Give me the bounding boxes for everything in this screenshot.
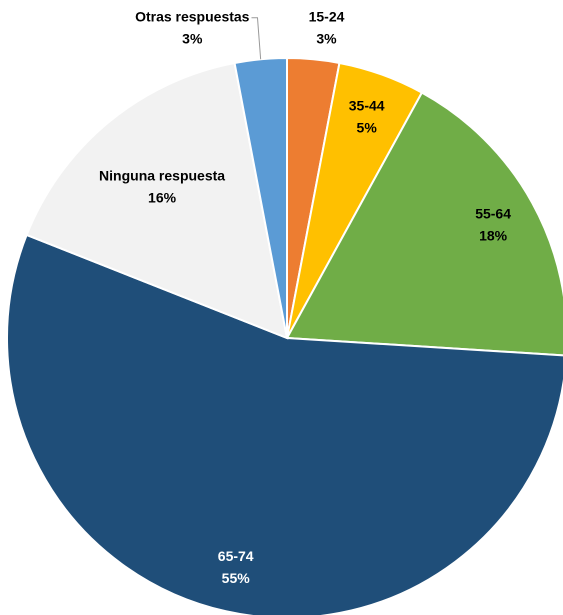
- slice-value: 55%: [222, 570, 251, 586]
- slice-value: 3%: [316, 30, 337, 46]
- slice-value: 3%: [182, 30, 203, 46]
- slice-value: 5%: [357, 119, 378, 135]
- slice-value: 16%: [148, 190, 177, 206]
- pie-slice: [285, 91, 563, 357]
- slice-label: 55-64: [475, 205, 511, 221]
- slice-label: 35-44: [349, 97, 385, 113]
- pie-slice: [6, 233, 563, 615]
- slice-label: Ninguna respuesta: [99, 168, 225, 184]
- slice-label: 65-74: [218, 548, 254, 564]
- leader-line: [251, 17, 262, 60]
- pie-slice: [25, 61, 289, 340]
- slice-value: 18%: [479, 227, 508, 243]
- slice-label: Otras respuestas: [135, 8, 250, 24]
- slice-label: 15-24: [309, 8, 345, 24]
